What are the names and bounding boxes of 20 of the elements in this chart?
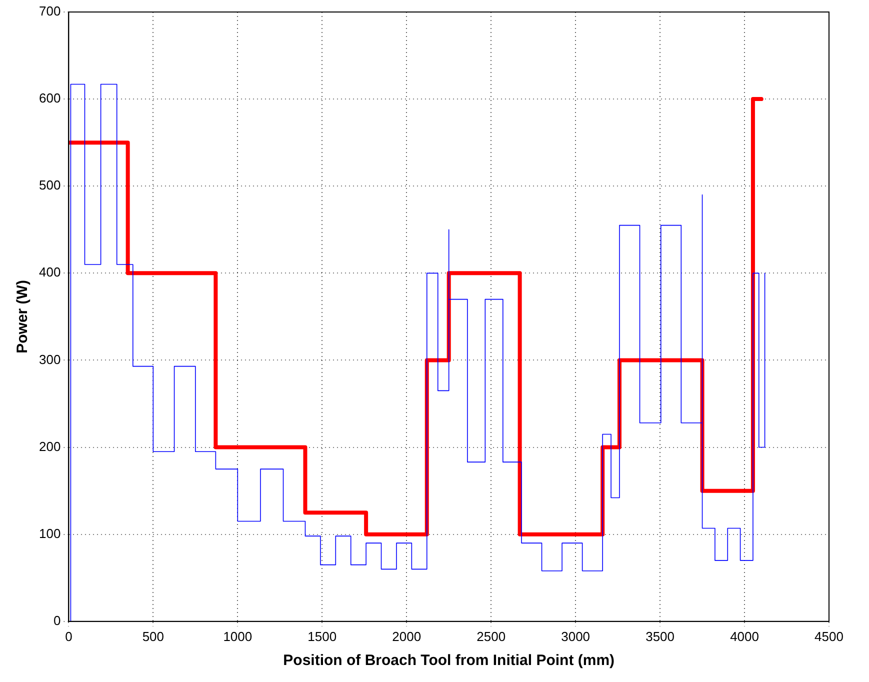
y-tick-label: 300: [38, 352, 61, 367]
x-tick-label: 1500: [308, 628, 337, 644]
y-tick-label: 200: [38, 438, 61, 454]
x-tick-label: 2500: [476, 628, 506, 644]
x-tick-label: 0: [65, 628, 72, 644]
x-tick-label: 500: [142, 628, 164, 644]
x-axis-title: Position of Broach Tool from Initial Point (mm): [283, 652, 615, 670]
y-tick-label: 400: [38, 264, 61, 280]
y-tick-label: 500: [38, 178, 61, 193]
x-tick-label: 4000: [730, 628, 759, 644]
y-tick-label: 100: [38, 526, 61, 541]
x-tick-label: 2000: [392, 628, 422, 644]
x-tick-label: 4500: [814, 628, 844, 644]
x-tick-label: 1000: [223, 628, 252, 644]
y-tick-label: 600: [38, 90, 61, 106]
x-tick-label: 3500: [646, 628, 675, 644]
y-axis-title: Power (W): [14, 280, 32, 354]
y-tick-label: 700: [38, 4, 61, 19]
x-tick-label: 3000: [561, 628, 590, 644]
y-tick-label: 0: [53, 612, 61, 628]
